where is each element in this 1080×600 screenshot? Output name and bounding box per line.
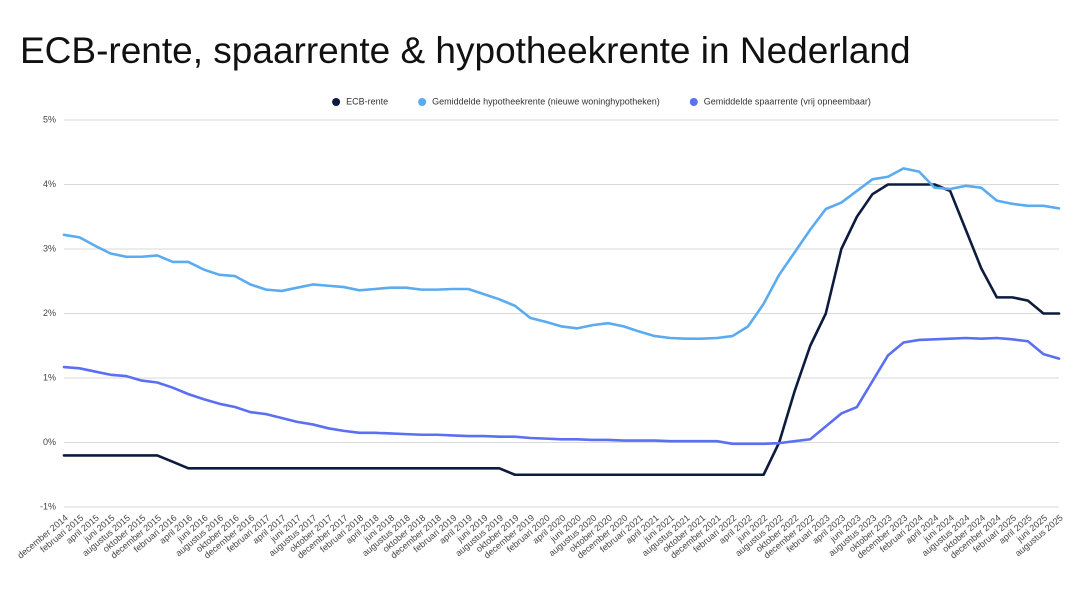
y-tick-label: -1%	[40, 501, 56, 511]
series-line	[62, 336, 1061, 446]
series-line	[62, 167, 1061, 340]
series-line	[62, 183, 1061, 477]
y-tick-label: 4%	[43, 179, 56, 189]
legend-label: Gemiddelde hypotheekrente (nieuwe woning…	[432, 96, 660, 106]
y-tick-label: 3%	[43, 243, 56, 253]
legend-label: ECB-rente	[346, 96, 388, 106]
y-tick-label: 5%	[43, 114, 56, 124]
y-tick-label: 2%	[43, 308, 56, 318]
y-tick-label: 1%	[43, 372, 56, 382]
legend-label: Gemiddelde spaarrente (vrij opneembaar)	[704, 96, 871, 106]
legend-marker	[332, 98, 341, 106]
y-tick-label: 0%	[43, 437, 56, 447]
legend-marker	[689, 98, 698, 106]
chart-title: ECB-rente, spaarrente & hypotheekrente i…	[20, 30, 911, 71]
legend: ECB-rente Gemiddelde hypotheekrente (nieu…	[332, 96, 871, 106]
legend-marker	[418, 98, 427, 106]
